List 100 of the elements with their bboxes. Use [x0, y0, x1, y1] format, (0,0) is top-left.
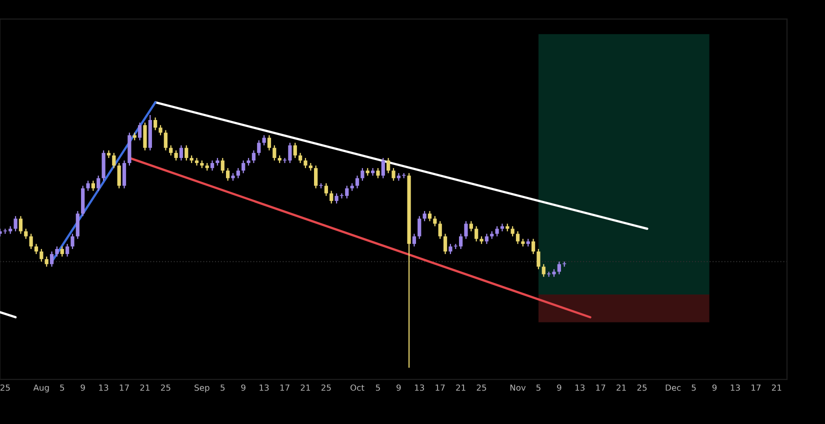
candlestick: [50, 250, 54, 268]
candlestick: [438, 220, 442, 240]
candlestick: [418, 216, 422, 240]
candlestick: [330, 190, 334, 204]
candlestick: [60, 246, 64, 258]
candlestick: [34, 243, 38, 255]
x-tick-label: Nov: [510, 384, 526, 391]
candlestick: [272, 144, 276, 162]
candlestick: [96, 175, 100, 192]
candlestick: [65, 243, 70, 258]
candlestick: [536, 248, 540, 270]
candlestick: [267, 134, 272, 151]
x-tick-label: Sep: [194, 384, 210, 392]
candlestick: [76, 210, 80, 240]
candlestick: [18, 216, 23, 234]
candlestick: [464, 220, 468, 240]
x-tick-label: 5: [60, 384, 64, 391]
candlestick: [210, 160, 214, 172]
x-tick-label: 13: [576, 384, 585, 391]
candlestick: [510, 226, 514, 237]
x-tick-label: 21: [456, 384, 466, 391]
candlestick: [360, 168, 364, 182]
candlestick: [242, 160, 246, 174]
candlestick: [484, 233, 489, 244]
candlestick: [158, 124, 162, 136]
candlestick: [91, 180, 96, 192]
candlestick: [220, 157, 224, 174]
x-tick-label: 25: [0, 384, 10, 391]
candlestick: [70, 233, 74, 250]
candlestick: [433, 216, 437, 227]
candlestick: [86, 180, 90, 192]
x-tick-label: 17: [596, 384, 606, 391]
candlestick: [474, 226, 478, 242]
x-tick-label: 25: [476, 384, 486, 391]
x-tick-label: 9: [241, 384, 246, 391]
candlestick: [386, 157, 390, 174]
candlestick: [412, 233, 416, 248]
x-tick-label: 21: [772, 384, 782, 391]
x-tick-label: 5: [376, 384, 380, 391]
candlestick: [355, 175, 360, 189]
candlestick: [226, 168, 230, 182]
candlestick: [257, 140, 261, 156]
x-tick-label: 25: [160, 384, 170, 391]
candlestick: [184, 144, 188, 162]
x-tick-label: 21: [616, 384, 626, 391]
x-tick-label: 25: [637, 384, 647, 391]
candlestick: [298, 152, 302, 164]
candlestick: [138, 122, 142, 141]
candlestick: [143, 122, 147, 151]
candlestick: [422, 210, 426, 222]
x-tick-label: 13: [260, 384, 269, 391]
candlestick: [24, 228, 28, 240]
x-tick-label: 5: [220, 384, 225, 391]
candlestick: [164, 130, 168, 151]
candlestick: [542, 264, 546, 278]
x-tick-label: Dec: [666, 384, 681, 391]
x-tick-label: 21: [300, 384, 310, 391]
candlestick: [381, 157, 385, 179]
candlestick: [304, 157, 308, 169]
candlestick: [314, 165, 318, 189]
candlestick: [55, 246, 59, 258]
candlestick: [14, 216, 18, 232]
candlestick: [169, 144, 173, 156]
candlestick: [392, 168, 396, 182]
candlestick: [29, 233, 33, 250]
candlestick: [428, 210, 432, 222]
x-tick-label: 17: [120, 384, 129, 391]
candlestick: [112, 152, 116, 169]
x-tick-label: 5: [692, 384, 696, 391]
candlestick: [531, 238, 536, 255]
x-tick-label: Aug: [33, 384, 49, 392]
candlestick: [516, 230, 520, 244]
candlestick: [448, 243, 452, 255]
x-tick-label: 13: [730, 384, 740, 391]
x-tick-label: Oct: [350, 384, 364, 391]
x-tick-label: 25: [322, 384, 331, 391]
candlestick: [293, 142, 297, 159]
candlestick: [179, 144, 184, 162]
x-tick-label: 9: [80, 384, 85, 391]
candlestick: [376, 168, 380, 179]
x-tick-label: 13: [415, 384, 424, 391]
candlestick: [324, 182, 328, 196]
x-tick-label: 17: [436, 384, 445, 391]
x-tick-label: 9: [396, 384, 401, 391]
candlestick: [122, 160, 126, 189]
candlestick: [117, 162, 121, 189]
candlestick: [443, 233, 448, 255]
x-tick-label: 13: [99, 384, 108, 391]
candlestick: [44, 256, 48, 268]
candlestick: [495, 226, 499, 237]
x-tick-label: 21: [140, 384, 150, 391]
candlestick: [557, 261, 561, 275]
x-tick-label: 5: [536, 384, 540, 391]
x-tick-label: 9: [557, 384, 562, 391]
candlestick: [469, 220, 473, 232]
x-tick-label: 17: [280, 384, 290, 391]
candlestick: [174, 150, 178, 162]
candlestick: [252, 150, 256, 164]
candlestick: [236, 168, 240, 179]
candlestick: [154, 116, 158, 131]
